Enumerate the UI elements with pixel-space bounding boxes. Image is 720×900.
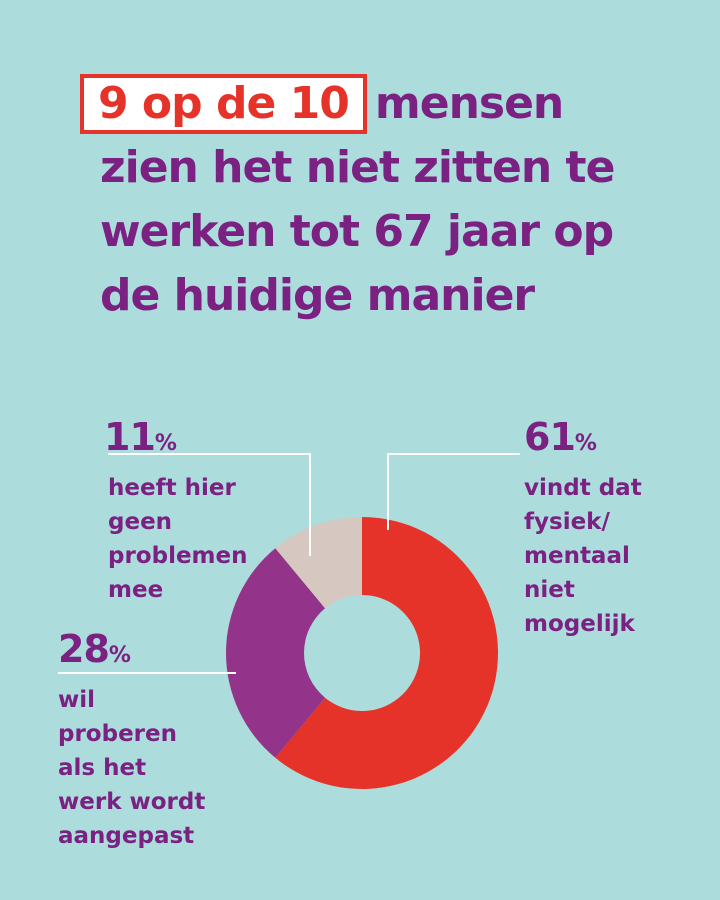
leader-line-61 (387, 453, 520, 530)
headline-line3: werken tot 67 jaar op (100, 206, 614, 257)
desc-line: geen (108, 509, 173, 535)
data-label-61: 61% (524, 415, 597, 459)
legend-28: 28% wil proberen als het werk wordt aang… (58, 628, 205, 853)
headline-highlight: 9 op de 10 (80, 74, 367, 134)
slice-28 (225, 548, 326, 758)
description-28: wil proberen als het werk wordt aangepas… (58, 683, 205, 853)
desc-line: heeft hier (108, 475, 236, 501)
headline-line1-rest: mensen (374, 78, 564, 129)
desc-line: mentaal (524, 543, 630, 569)
data-label-11: 11% (104, 415, 177, 459)
desc-line: vindt dat (524, 475, 642, 501)
legend-11: 11% heeft hier geen problemen mee (104, 416, 248, 607)
donut-slices (225, 517, 498, 789)
headline-line2: zien het niet zitten te (100, 142, 615, 193)
desc-line: fysiek/ (524, 509, 610, 535)
data-label-28: 28% (58, 627, 131, 671)
desc-line: proberen (58, 721, 177, 747)
desc-line: niet (524, 577, 575, 603)
desc-line: problemen (108, 543, 248, 569)
desc-line: aangepast (58, 823, 195, 849)
desc-line: als het (58, 755, 147, 781)
leader-lines (58, 453, 520, 674)
desc-line: mogelijk (524, 611, 635, 637)
description-11: heeft hier geen problemen mee (108, 471, 248, 607)
legend-61: 61% vindt dat fysiek/ mentaal niet mogel… (524, 416, 642, 641)
headline: 9 op de 10 mensen zien het niet zitten te… (80, 72, 690, 328)
description-61: vindt dat fysiek/ mentaal niet mogelijk (524, 471, 642, 641)
desc-line: mee (108, 577, 164, 603)
slice-61 (275, 517, 498, 789)
slice-11 (275, 517, 362, 609)
desc-line: wil (58, 687, 96, 713)
desc-line: werk wordt (58, 789, 206, 815)
leader-line-11 (108, 453, 311, 556)
headline-line4: de huidige manier (100, 270, 535, 321)
